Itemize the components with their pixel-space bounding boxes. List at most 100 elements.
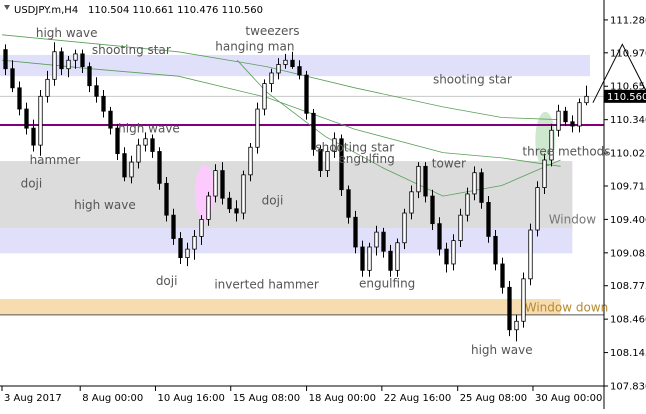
candle-body [304, 74, 309, 114]
candle [563, 106, 568, 127]
candle [234, 200, 239, 222]
candle-body [10, 68, 15, 89]
moving-average-1 [1, 59, 561, 167]
candle [437, 217, 442, 256]
candle [472, 166, 477, 201]
annotation-label: high wave [74, 198, 136, 212]
candle-body [395, 242, 400, 271]
candle-body [507, 286, 512, 331]
zones-layer [0, 54, 590, 315]
candle-body [486, 202, 491, 237]
candle-body [353, 216, 358, 248]
candle [577, 98, 582, 133]
y-tick-label: 109.085 [610, 248, 646, 259]
candles-layer [3, 42, 589, 342]
candle-body [458, 214, 463, 242]
candle [283, 53, 288, 69]
candle [10, 60, 15, 93]
current-price-marker: 110.560 [604, 89, 646, 103]
x-tick-label: 15 Aug 08:00 [233, 393, 300, 404]
candle-body [136, 144, 141, 163]
candle [430, 189, 435, 231]
annotation-label: Window [549, 213, 597, 227]
y-tick-label: 110.655 [610, 82, 646, 93]
x-tick-label: 10 Aug 16:00 [157, 393, 224, 404]
candle-body [297, 66, 302, 76]
levels-layer [0, 95, 604, 316]
x-tick-label: 8 Aug 00:00 [82, 393, 143, 404]
candle-body [150, 138, 155, 152]
current-price-label: 110.560 [607, 92, 646, 103]
y-tick-label: 111.280 [610, 15, 646, 26]
candle-body [409, 191, 414, 214]
candle [514, 314, 519, 342]
candle [493, 230, 498, 271]
forecast-layer [592, 43, 646, 103]
candle [157, 147, 162, 190]
candle [465, 187, 470, 222]
candle-body [38, 95, 43, 146]
candle-body [94, 85, 99, 97]
annotation-label: tweezers [245, 24, 299, 38]
candle [395, 238, 400, 277]
annotation-label: three methods [522, 145, 610, 159]
axes-layer [0, 0, 605, 409]
candle-body [24, 108, 29, 129]
y-tick-label: 107.830 [610, 382, 646, 393]
x-tick-labels: 3 Aug 2017 8 Aug 00:00 10 Aug 16:00 15 Aug … [1, 386, 602, 404]
candle-body [31, 127, 36, 146]
candle [325, 145, 330, 177]
candle-body [479, 172, 484, 203]
candle-body [423, 165, 428, 197]
candle [521, 272, 526, 328]
candle-body [227, 197, 232, 210]
forecast-path-solid [592, 43, 646, 103]
candle-body [283, 59, 288, 65]
candle [45, 70, 50, 103]
annotation-label: tower [432, 156, 466, 170]
candle-body [157, 151, 162, 184]
candle [549, 123, 554, 167]
candle [584, 85, 589, 106]
candle [556, 104, 561, 137]
y-tick-label: 108.460 [610, 315, 646, 326]
candle [262, 79, 267, 116]
candle-body [374, 231, 379, 248]
candle-body [388, 250, 393, 271]
candle-body [528, 229, 533, 280]
candle [353, 210, 358, 254]
candle [38, 89, 43, 156]
candle [59, 47, 64, 76]
candle [570, 115, 575, 133]
candle [94, 77, 99, 103]
candle-body [45, 78, 50, 97]
candle [73, 49, 78, 69]
candle-body [171, 214, 176, 239]
candle-body [185, 248, 190, 259]
candle [507, 280, 512, 337]
candle [220, 162, 225, 205]
candle-body [430, 195, 435, 225]
candle-body [52, 51, 57, 80]
x-tick-label: 22 Aug 16:00 [384, 393, 451, 404]
candle [241, 170, 246, 220]
annotation-label: engulfing [338, 152, 394, 166]
candle [213, 164, 218, 203]
annotation-label: high wave [36, 26, 98, 40]
candle [206, 191, 211, 226]
collapse-triangle-icon[interactable] [4, 5, 10, 10]
x-tick-label: 3 Aug 2017 [4, 393, 62, 404]
candle [444, 242, 449, 273]
y-tick-labels: 111.280 110.970 110.655 110.340 110.025 109.7… [604, 15, 646, 393]
candle [276, 58, 281, 80]
candle-body [444, 248, 449, 265]
annotation-label: high wave [118, 121, 180, 135]
zone-window-down [0, 298, 561, 315]
annotation-label: shooting star [433, 73, 512, 87]
y-tick-label: 108.775 [610, 281, 646, 292]
candle [248, 143, 253, 182]
candle-body [164, 182, 169, 216]
chart-header: USDJPY.m,H4 110.504 110.661 110.476 110.… [4, 5, 263, 16]
candle-body [213, 170, 218, 197]
candle [52, 42, 57, 86]
